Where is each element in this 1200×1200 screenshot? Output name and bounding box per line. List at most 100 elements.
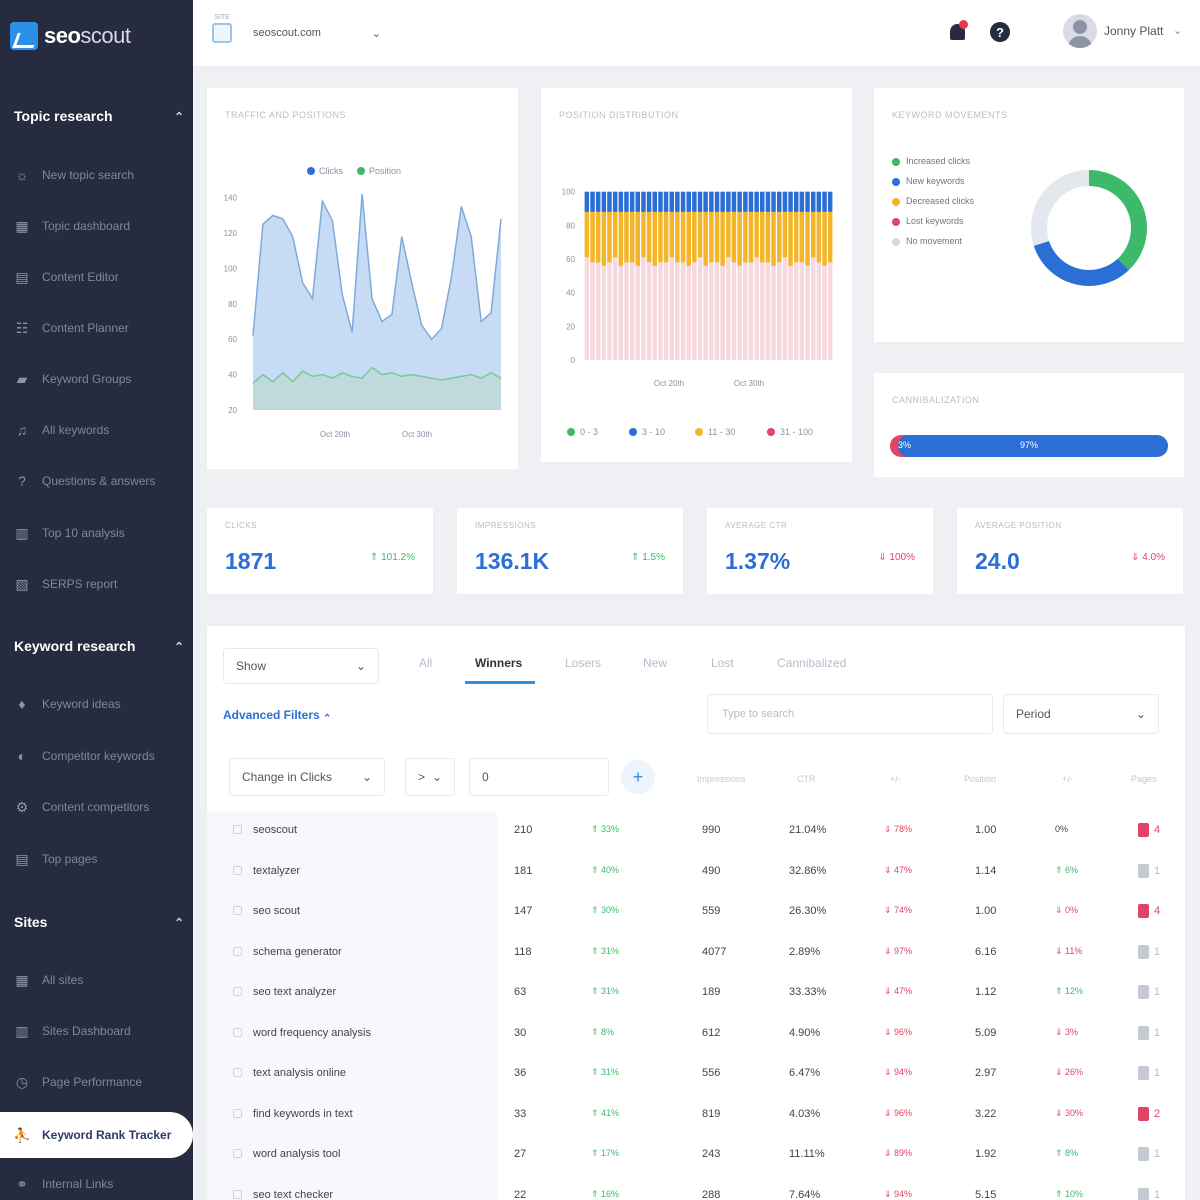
- filter-value-input[interactable]: 0: [469, 758, 609, 796]
- filter-field-select[interactable]: Change in Clicks ⌄: [229, 758, 385, 796]
- column-header[interactable]: CTR: [797, 774, 816, 784]
- sidebar-section-1[interactable]: Keyword research ⌄: [14, 638, 184, 654]
- help-icon[interactable]: ?: [990, 22, 1010, 42]
- sidebar-section-0[interactable]: Topic research ⌄: [14, 108, 184, 124]
- column-header[interactable]: Position: [964, 774, 997, 784]
- row-checkbox[interactable]: [233, 1068, 242, 1077]
- table-row[interactable]: textalyzer 181 ⇑ 40% 490 32.86% ⇓ 47% 1.14 ⇑ 6%…: [207, 853, 1185, 893]
- sidebar-item[interactable]: ▥ Sites Dashboard: [14, 1023, 130, 1039]
- notification-bell-icon[interactable]: [946, 20, 970, 46]
- legend-label[interactable]: 11 - 30: [708, 427, 735, 437]
- column-header[interactable]: +/-: [1062, 774, 1073, 784]
- tab-all[interactable]: All: [419, 656, 433, 670]
- ctr-delta: ⇓ 94%: [884, 1067, 912, 1078]
- pages-icon[interactable]: [1138, 823, 1149, 837]
- legend-position[interactable]: Position: [357, 166, 401, 176]
- sidebar-item[interactable]: ? Questions & answers: [14, 473, 155, 489]
- show-select[interactable]: Show ⌄: [223, 648, 379, 684]
- impressions-cell-value: 556: [702, 1067, 721, 1079]
- pages-icon[interactable]: [1138, 904, 1149, 918]
- sidebar-item[interactable]: ▦ All sites: [14, 972, 83, 988]
- table-row[interactable]: seo scout 147 ⇑ 30% 559 26.30% ⇓ 74% 1.00 ⇓ 0% 4: [207, 893, 1185, 933]
- filter-operator-select[interactable]: > ⌄: [405, 758, 455, 796]
- user-menu-chevron-icon[interactable]: ⌄: [1173, 25, 1183, 37]
- movement-legend-item[interactable]: New keywords: [892, 176, 982, 187]
- add-filter-button[interactable]: +: [621, 760, 655, 794]
- tab-cannibalized[interactable]: Cannibalized: [777, 656, 847, 670]
- tab-new[interactable]: New: [643, 656, 668, 670]
- clicks-cell-value: 36: [514, 1067, 527, 1079]
- table-row[interactable]: find keywords in text 33 ⇑ 41% 819 4.03% ⇓ 96…: [207, 1096, 1185, 1136]
- ctr-cell: 32.86%: [789, 865, 826, 877]
- sidebar-item[interactable]: ▤ Content Editor: [14, 269, 118, 285]
- sidebar-item[interactable]: ⚙ Content competitors: [14, 799, 150, 815]
- row-checkbox[interactable]: [233, 1149, 242, 1158]
- column-header[interactable]: +/-: [890, 774, 901, 784]
- sidebar-item[interactable]: ▰ Keyword Groups: [14, 371, 132, 387]
- pages-icon[interactable]: [1138, 1187, 1149, 1200]
- nav-item-internal-links[interactable]: ⚭ Internal Links: [0, 1158, 193, 1200]
- sidebar-item[interactable]: ▦ Topic dashboard: [14, 218, 130, 234]
- sidebar-section-2[interactable]: Sites ⌄: [14, 914, 184, 930]
- row-checkbox[interactable]: [233, 825, 242, 834]
- column-header[interactable]: Pages: [1131, 774, 1157, 784]
- sidebar-item[interactable]: ▤ Top pages: [14, 851, 97, 867]
- row-checkbox[interactable]: [233, 946, 242, 956]
- sidebar-item[interactable]: ◷ Page Performance: [14, 1074, 142, 1090]
- column-header[interactable]: Impressions: [697, 774, 746, 784]
- tab-losers[interactable]: Losers: [565, 656, 602, 670]
- table-row[interactable]: seo text analyzer 63 ⇑ 31% 189 33.33% ⇓ 47% 1.…: [207, 974, 1185, 1014]
- row-checkbox[interactable]: [233, 1108, 242, 1118]
- table-row[interactable]: text analysis online 36 ⇑ 31% 556 6.47% ⇓ 94%…: [207, 1055, 1185, 1095]
- table-row[interactable]: word frequency analysis 30 ⇑ 8% 612 4.90% ⇓ 9…: [207, 1015, 1185, 1055]
- pages-icon[interactable]: [1138, 944, 1149, 959]
- sidebar-item[interactable]: ◐ Competitor keywords: [14, 748, 155, 764]
- movement-legend-item[interactable]: No movement: [892, 236, 982, 247]
- site-select[interactable]: seoscout.com ⌄: [243, 16, 391, 50]
- legend-label[interactable]: 0 - 3: [580, 427, 598, 437]
- donut-slice[interactable]: [1033, 240, 1129, 286]
- movement-legend-item[interactable]: Decreased clicks: [892, 196, 982, 207]
- search-input[interactable]: Type to search: [707, 694, 993, 734]
- pages-icon[interactable]: [1138, 1147, 1149, 1161]
- user-name[interactable]: Jonny Platt: [1104, 24, 1164, 38]
- table-row[interactable]: schema generator 118 ⇑ 31% 4077 2.89% ⇓ 97% 6.…: [207, 934, 1185, 974]
- avatar[interactable]: [1063, 14, 1097, 48]
- sidebar-item[interactable]: ♫ All keywords: [14, 422, 110, 438]
- movement-legend-item[interactable]: Increased clicks: [892, 156, 982, 167]
- period-select[interactable]: Period ⌄: [1003, 694, 1159, 734]
- table-row[interactable]: word analysis tool 27 ⇑ 17% 243 11.11% ⇓ 89% 1…: [207, 1136, 1185, 1176]
- legend-clicks[interactable]: Clicks: [307, 166, 343, 176]
- sidebar-item[interactable]: ▧ SERPS report: [14, 576, 117, 592]
- legend-label[interactable]: 31 - 100: [780, 427, 813, 437]
- table-row[interactable]: seo text checker 22 ⇑ 16% 288 7.64% ⇓ 94% 5.15…: [207, 1177, 1185, 1200]
- seoscout-logo[interactable]: seoscout: [10, 18, 131, 54]
- tab-winners[interactable]: Winners: [475, 656, 523, 670]
- row-checkbox[interactable]: [233, 1027, 242, 1037]
- pages-icon[interactable]: [1138, 863, 1149, 878]
- bar-segment-31-100: [624, 262, 629, 360]
- pages-icon[interactable]: [1138, 1106, 1149, 1121]
- row-checkbox[interactable]: [233, 1189, 242, 1199]
- pages-icon[interactable]: [1138, 1066, 1149, 1080]
- advanced-filters-toggle[interactable]: Advanced Filters ⌄: [223, 708, 332, 722]
- sidebar-item[interactable]: ▥ Top 10 analysis: [14, 525, 124, 541]
- sidebar-item[interactable]: ☼ New topic search: [14, 167, 134, 183]
- table-row[interactable]: seoscout 210 ⇑ 33% 990 21.04% ⇓ 78% 1.00 0% 4: [207, 812, 1185, 852]
- sidebar-item[interactable]: ♦ Keyword ideas: [14, 696, 120, 712]
- tab-lost[interactable]: Lost: [711, 656, 734, 670]
- nav-item-keyword-rank-tracker[interactable]: ⛹ Keyword Rank Tracker: [0, 1112, 193, 1158]
- movement-legend-item[interactable]: Lost keywords: [892, 216, 982, 227]
- sidebar-item[interactable]: ☷ Content Planner: [14, 320, 129, 336]
- donut-slice[interactable]: [1089, 170, 1147, 271]
- bar-segment-11-30: [777, 211, 782, 263]
- legend-label[interactable]: 3 - 10: [642, 427, 665, 437]
- pages-icon[interactable]: [1138, 1025, 1149, 1040]
- row-checkbox[interactable]: [233, 865, 242, 875]
- row-checkbox[interactable]: [233, 987, 242, 996]
- bar-segment-31-100: [811, 257, 816, 360]
- pages-icon[interactable]: [1138, 985, 1149, 999]
- cannibalization-bar[interactable]: 3% 97%: [890, 435, 1168, 457]
- donut-slice[interactable]: [1031, 170, 1089, 246]
- row-checkbox[interactable]: [233, 906, 242, 915]
